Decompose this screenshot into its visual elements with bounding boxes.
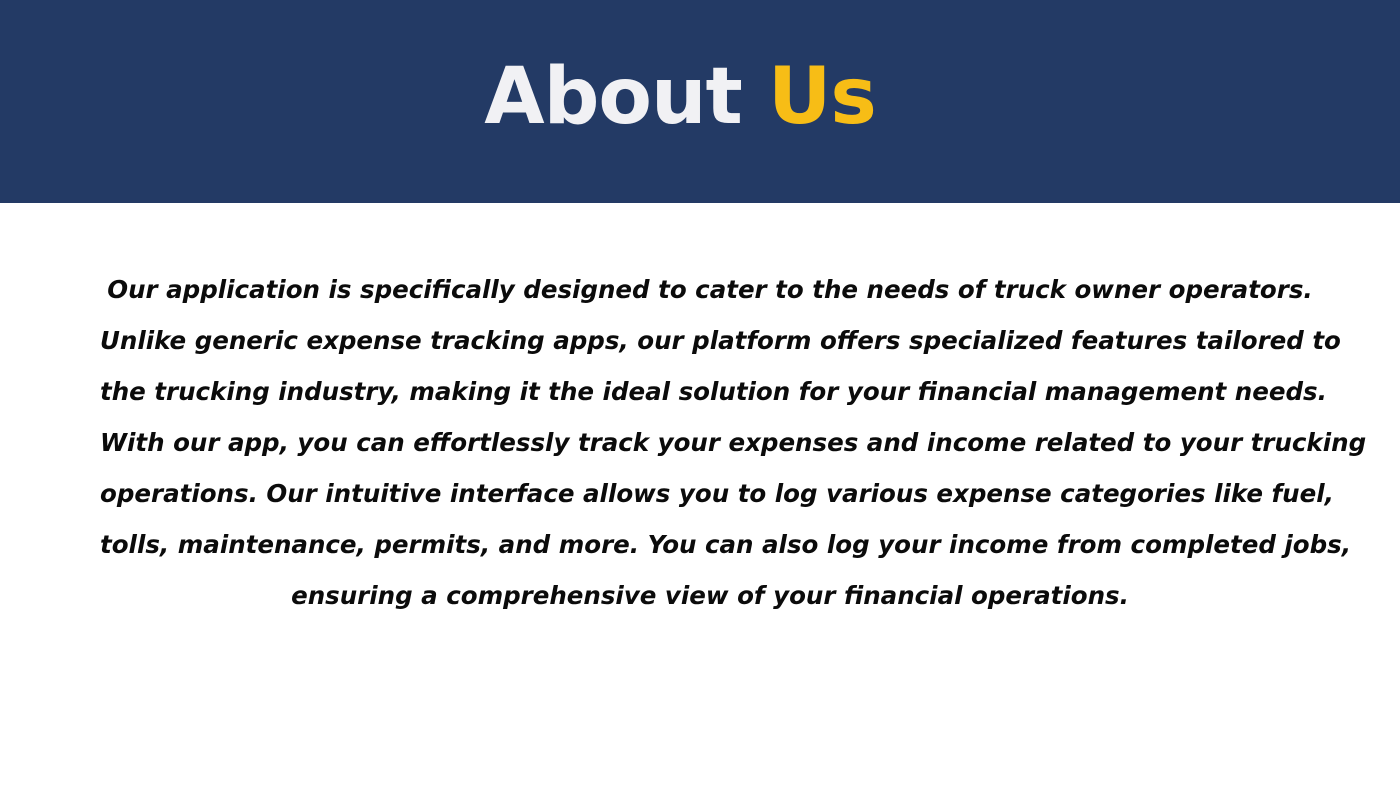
page-title: About Us [484,58,877,136]
about-description: Our application is specifically designed… [100,264,1367,621]
description-line: tolls, maintenance, permits, and more. Y… [100,530,1352,559]
page-title-main: About [484,51,743,142]
page-title-accent: Us [768,51,877,142]
description-line: ensuring a comprehensive view of your fi… [291,581,1129,610]
description-line: operations. Our intuitive interface allo… [100,479,1334,508]
description-line: the trucking industry, making it the ide… [100,377,1327,406]
description-line: With our app, you can effortlessly track… [100,428,1367,457]
description-line: Unlike generic expense tracking apps, ou… [100,326,1341,355]
description-line: Our application is specifically designed… [107,275,1313,304]
header-banner: About Us [0,0,1400,203]
